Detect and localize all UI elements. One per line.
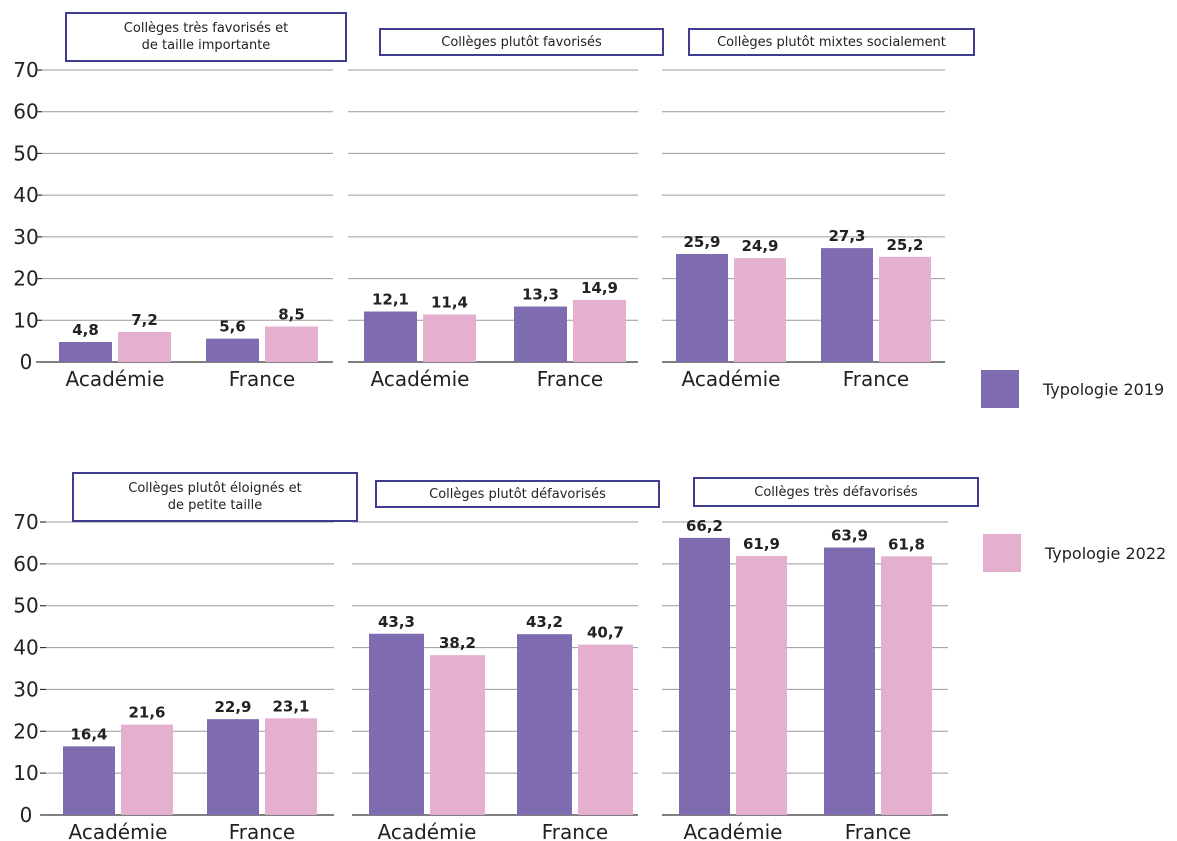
bar-2022 <box>423 314 476 362</box>
category-label: France <box>537 367 604 391</box>
category-label: France <box>229 820 296 841</box>
category-label: France <box>229 367 296 391</box>
bar-2019 <box>63 746 115 815</box>
data-label: 11,4 <box>431 293 468 311</box>
data-label: 12,1 <box>372 291 409 309</box>
data-label: 5,6 <box>219 318 246 336</box>
data-label: 61,8 <box>888 535 925 553</box>
bar-2022 <box>881 556 932 815</box>
category-label: Académie <box>682 367 781 391</box>
data-label: 61,9 <box>743 535 780 553</box>
legend-item-2019: Typologie 2019 <box>981 370 1164 408</box>
bar-2022 <box>736 555 787 815</box>
panel-title-plutot-defavorises: Collèges plutôt défavorisés <box>375 480 660 508</box>
panel-title-tres-defavorises: Collèges très défavorisés <box>693 477 979 507</box>
y-tick-label: 60 <box>13 100 38 124</box>
bar-2022 <box>121 724 173 815</box>
y-tick-label: 10 <box>13 308 38 332</box>
panel-title-line: de petite taille <box>167 498 263 513</box>
category-label: France <box>843 367 910 391</box>
y-tick-label: 70 <box>13 510 38 534</box>
legend-swatch-2022 <box>983 534 1021 572</box>
data-label: 23,1 <box>272 697 309 715</box>
category-label: Académie <box>371 367 470 391</box>
category-label: Académie <box>66 367 165 391</box>
y-tick-label: 20 <box>13 267 38 291</box>
bar-2022 <box>430 655 485 815</box>
bar-2019 <box>59 341 112 362</box>
bar-2019 <box>207 719 259 815</box>
bar-2019 <box>517 634 572 815</box>
legend-swatch-2019 <box>981 370 1019 408</box>
y-tick-label: 50 <box>13 594 38 618</box>
y-tick-label: 60 <box>13 552 38 576</box>
data-label: 7,2 <box>131 311 158 329</box>
bar-2022 <box>265 326 318 362</box>
legend-label-2019: Typologie 2019 <box>1043 379 1165 399</box>
y-tick-label: 0 <box>20 350 33 374</box>
panel-title-line: Collèges plutôt favorisés <box>441 34 602 50</box>
bar-2019 <box>679 537 730 815</box>
bar-2019 <box>676 253 728 362</box>
data-label: 63,9 <box>831 527 868 545</box>
data-label: 14,9 <box>581 279 618 297</box>
panel-title-line: Collèges plutôt éloignés et <box>128 481 302 496</box>
data-label: 66,2 <box>686 517 723 535</box>
category-label: France <box>845 820 912 841</box>
y-tick-label: 40 <box>13 183 38 207</box>
bar-2019 <box>206 338 259 362</box>
y-tick-label: 10 <box>13 761 38 785</box>
bar-2019 <box>514 306 567 362</box>
y-tick-label: 40 <box>13 636 38 660</box>
y-tick-label: 20 <box>13 719 38 743</box>
category-label: Académie <box>69 820 168 841</box>
panel-title-line: Collèges plutôt défavorisés <box>429 486 606 502</box>
y-tick-label: 50 <box>13 141 38 165</box>
y-tick-label: 0 <box>20 803 33 827</box>
bar-2022 <box>118 331 171 362</box>
bar-2019 <box>821 248 873 362</box>
data-label: 40,7 <box>587 624 624 642</box>
data-label: 16,4 <box>70 725 107 743</box>
panel-title-line: de taille importante <box>141 38 271 53</box>
data-label: 43,2 <box>526 613 563 631</box>
data-label: 8,5 <box>278 306 305 324</box>
bar-2022 <box>879 256 931 362</box>
y-tick-label: 30 <box>13 225 38 249</box>
legend-label-2022: Typologie 2022 <box>1045 543 1167 563</box>
bar-2022 <box>573 299 626 362</box>
category-label: Académie <box>378 820 477 841</box>
category-label: Académie <box>684 820 783 841</box>
panel-title-tres-favorises: Collèges très favorisés et de taille impo… <box>65 12 347 62</box>
data-label: 38,2 <box>439 634 476 652</box>
bar-2022 <box>265 718 317 815</box>
bar-2019 <box>824 547 875 815</box>
data-label: 25,9 <box>683 233 720 251</box>
data-label: 27,3 <box>828 227 865 245</box>
panel-title-plutot-favorises: Collèges plutôt favorisés <box>379 28 664 56</box>
y-tick-label: 30 <box>13 677 38 701</box>
data-label: 43,3 <box>378 613 415 631</box>
y-tick-label: 70 <box>13 58 38 82</box>
bar-2019 <box>369 633 424 815</box>
data-label: 4,8 <box>72 321 99 339</box>
legend-item-2022: Typologie 2022 <box>983 534 1166 572</box>
category-label: France <box>542 820 609 841</box>
data-label: 25,2 <box>886 236 923 254</box>
bar-2022 <box>578 644 633 815</box>
panel-title-line: Collèges très favorisés et <box>123 21 289 36</box>
data-label: 21,6 <box>128 704 165 722</box>
panel-title-line: Collèges très défavorisés <box>754 484 918 500</box>
bar-2022 <box>734 258 786 362</box>
data-label: 24,9 <box>741 237 778 255</box>
data-label: 13,3 <box>522 286 559 304</box>
panel-title-mixtes: Collèges plutôt mixtes socialement <box>688 28 975 56</box>
panel-title-eloignes: Collèges plutôt éloignés et de petite tai… <box>72 472 358 522</box>
data-label: 22,9 <box>214 698 251 716</box>
bar-2019 <box>364 311 417 362</box>
panel-title-line: Collèges plutôt mixtes socialement <box>717 34 946 50</box>
